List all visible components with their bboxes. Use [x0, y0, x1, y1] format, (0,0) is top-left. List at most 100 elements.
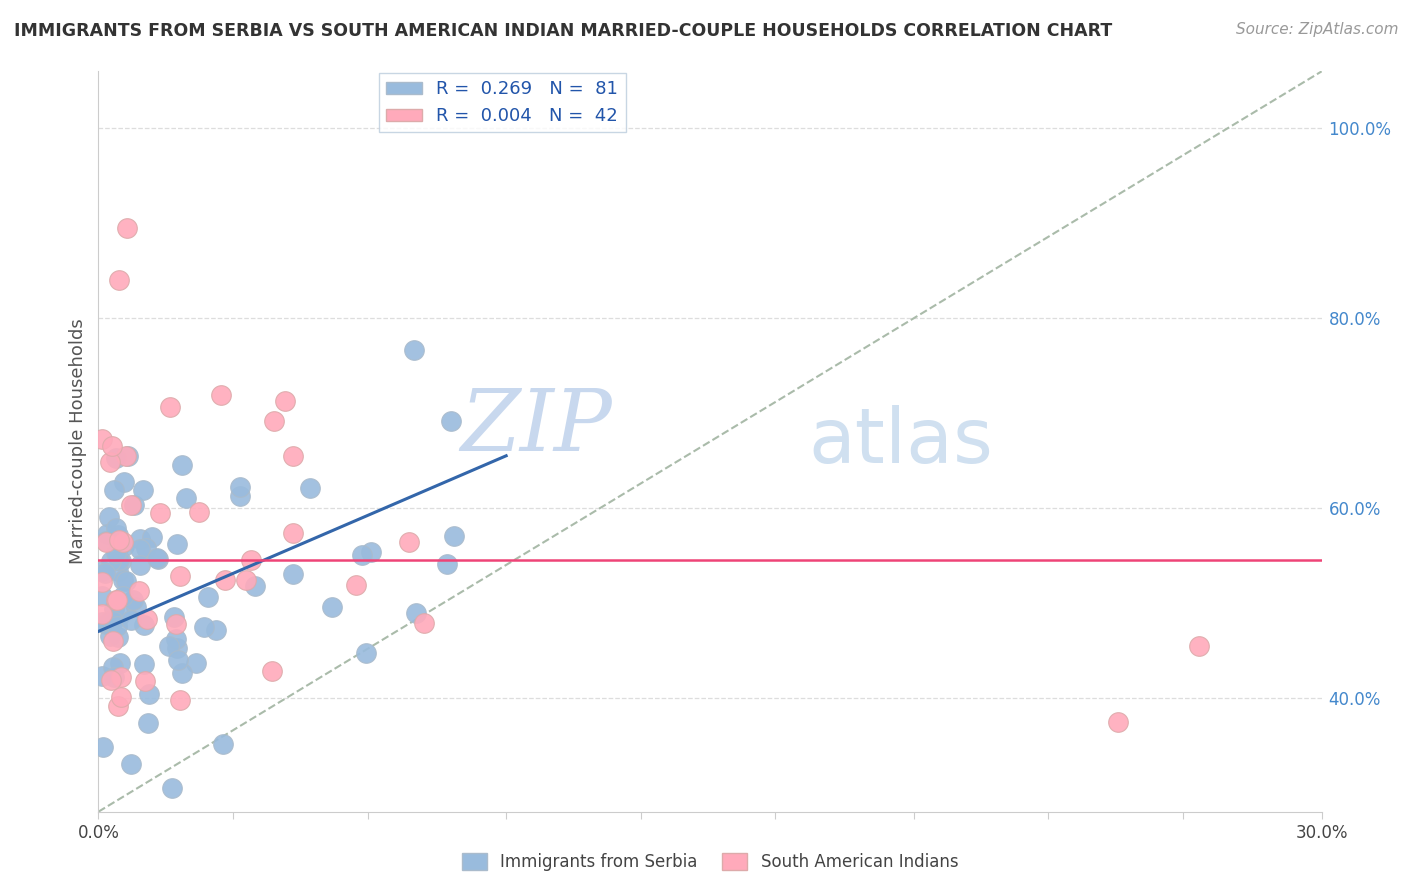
Point [360, 545, 382, 559]
Point [163, 609, 186, 624]
Point [91, 615, 114, 629]
Point [174, 491, 197, 506]
Point [132, 617, 155, 632]
Point [111, 589, 134, 603]
Point [100, 673, 122, 687]
Text: IMMIGRANTS FROM SERBIA VS SOUTH AMERICAN INDIAN MARRIED-COUPLE HOUSEHOLDS CORREL: IMMIGRANTS FROM SERBIA VS SOUTH AMERICAN… [14, 22, 1112, 40]
Point [188, 504, 211, 518]
Point [134, 674, 156, 689]
Point [105, 521, 128, 535]
Point [91, 739, 114, 754]
Point [260, 664, 283, 678]
Point [91, 668, 114, 682]
Point [129, 532, 152, 546]
Point [350, 548, 373, 562]
Point [110, 690, 132, 704]
Point [101, 614, 124, 628]
Point [186, 656, 208, 670]
Point [135, 541, 157, 555]
Point [107, 699, 129, 714]
Point [166, 537, 188, 551]
Point [443, 528, 465, 542]
Point [243, 579, 266, 593]
Point [157, 639, 180, 653]
Point [120, 757, 142, 772]
Point [98, 455, 121, 469]
Point [108, 273, 131, 287]
Point [108, 552, 131, 566]
Point [283, 566, 305, 581]
Point [136, 612, 159, 626]
Point [159, 401, 181, 415]
Point [100, 554, 122, 568]
Point [110, 656, 132, 670]
Point [263, 414, 285, 428]
Point [1107, 714, 1129, 729]
Point [107, 630, 129, 644]
Point [103, 483, 125, 498]
Point [165, 617, 187, 632]
Point [110, 537, 132, 551]
Point [128, 584, 150, 599]
Point [344, 578, 367, 592]
Point [131, 483, 153, 498]
Point [101, 439, 124, 453]
Point [281, 450, 304, 464]
Point [115, 449, 138, 463]
Point [107, 565, 129, 579]
Point [108, 608, 131, 623]
Point [91, 564, 114, 578]
Point [160, 780, 183, 795]
Point [112, 539, 135, 553]
Point [240, 553, 263, 567]
Text: Source: ZipAtlas.com: Source: ZipAtlas.com [1236, 22, 1399, 37]
Point [132, 657, 155, 671]
Point [356, 647, 378, 661]
Point [120, 613, 142, 627]
Point [205, 624, 228, 638]
Point [103, 659, 125, 673]
Point [112, 475, 135, 489]
Point [117, 449, 139, 463]
Point [122, 592, 145, 607]
Point [273, 393, 295, 408]
Point [212, 738, 235, 752]
Point [170, 666, 193, 681]
Point [197, 591, 219, 605]
Point [110, 554, 132, 568]
Point [110, 670, 132, 684]
Point [115, 221, 138, 235]
Point [165, 632, 187, 647]
Point [107, 527, 129, 541]
Point [145, 551, 167, 566]
Point [111, 573, 134, 587]
Y-axis label: Married-couple Households: Married-couple Households [69, 318, 87, 565]
Legend: Immigrants from Serbia, South American Indians: Immigrants from Serbia, South American I… [456, 846, 965, 878]
Point [1188, 639, 1211, 653]
Point [169, 693, 191, 707]
Point [167, 653, 190, 667]
Point [105, 533, 128, 548]
Point [405, 606, 427, 620]
Point [229, 480, 252, 494]
Point [398, 535, 420, 549]
Point [193, 620, 215, 634]
Point [141, 530, 163, 544]
Point [124, 599, 146, 614]
Point [136, 716, 159, 731]
Point [436, 558, 458, 572]
Point [440, 414, 463, 428]
Point [209, 388, 232, 402]
Point [94, 534, 117, 549]
Text: ZIP: ZIP [460, 385, 612, 468]
Point [214, 573, 236, 587]
Point [105, 592, 128, 607]
Point [169, 568, 191, 582]
Point [413, 616, 436, 631]
Point [128, 541, 150, 556]
Point [149, 506, 172, 520]
Point [128, 558, 150, 572]
Point [402, 343, 425, 357]
Point [103, 602, 125, 616]
Point [115, 574, 138, 588]
